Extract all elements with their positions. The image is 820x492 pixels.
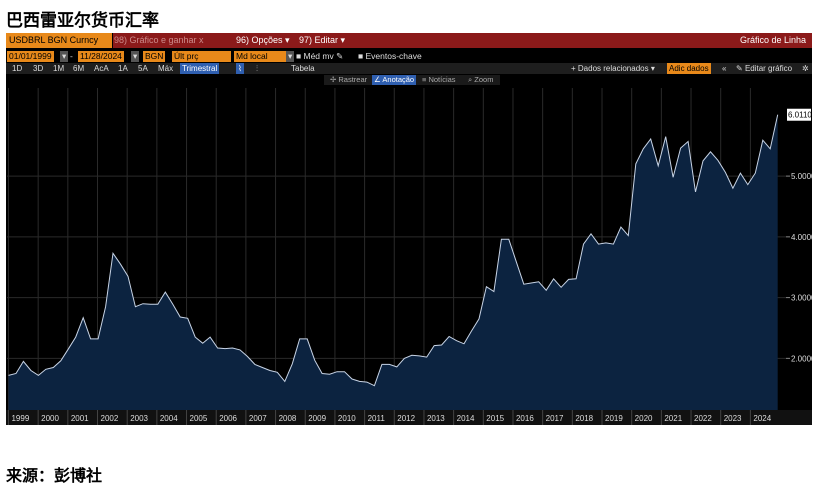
x-tick-label: 2003: [130, 414, 148, 423]
y-tick-label: 4.0000: [791, 233, 812, 242]
x-tick-label: 2015: [486, 414, 504, 423]
x-tick-label: 2000: [41, 414, 59, 423]
period-6m[interactable]: 6M: [73, 64, 85, 73]
x-tick-label: 2023: [724, 414, 742, 423]
page-title: 巴西雷亚尔货币汇率: [6, 11, 159, 31]
last-value-label: 6.0110: [788, 111, 812, 120]
chart-type-label: Gráfico de Linha: [739, 35, 806, 45]
frequency-select[interactable]: Trimestral: [180, 63, 220, 74]
period-max[interactable]: Máx: [158, 64, 174, 73]
x-tick-label: 2016: [516, 414, 534, 423]
start-date-field[interactable]: 01/01/1999: [7, 51, 54, 62]
x-tick-label: 2018: [575, 414, 593, 423]
table-toggle[interactable]: Tabela: [291, 64, 315, 73]
x-tick-label: 2024: [753, 414, 771, 423]
last-value-box: [787, 108, 811, 121]
y-tick-label: 3.0000: [791, 294, 812, 303]
x-tick-label: 2022: [694, 414, 712, 423]
bloomberg-terminal: USDBRL BGN Curncy 98) Gráfico e ganhar x…: [6, 33, 812, 425]
x-axis-band: [6, 410, 812, 425]
x-tick-label: 2014: [457, 414, 475, 423]
annotation-tool-label: Anotação: [382, 75, 415, 84]
series-line: [8, 114, 779, 387]
line-chart[interactable]: 1999 2000 2001 2002 2003 2004 2005 2006 2007 2008…: [6, 33, 812, 425]
x-tick-label: 2013: [427, 414, 445, 423]
x-tick-label: 2006: [219, 414, 237, 423]
period-bar: 1D 3D 1M 6M AcA 1A 5A Máx Trimestral ⌇ ⫶…: [6, 63, 812, 74]
x-tick-label: 2002: [101, 414, 119, 423]
calendar-icon[interactable]: ▾: [60, 51, 69, 62]
x-tick-label: 2008: [279, 414, 297, 423]
track-tool-label: Rastrear: [338, 75, 368, 84]
parameter-bar: 01/01/1999 ▾ - 11/28/2024 ▾ BGN Últ prç …: [6, 50, 812, 63]
line-chart-icon[interactable]: ⌇: [236, 63, 244, 74]
edit-chart-button[interactable]: ✎ Editar gráfico: [736, 64, 793, 73]
x-tick-label: 2020: [635, 414, 653, 423]
moving-average-label: Méd mv: [303, 51, 334, 61]
source-note: 来源：彭博社: [6, 466, 103, 485]
options-menu[interactable]: 96) Opções ▾: [236, 35, 290, 45]
period-1d[interactable]: 1D: [12, 64, 23, 73]
series-area: [8, 114, 778, 410]
x-tick-label: 2021: [664, 414, 682, 423]
x-tick-label: 2009: [308, 414, 326, 423]
end-date-field[interactable]: 11/28/2024: [78, 51, 124, 62]
period-1m[interactable]: 1M: [53, 64, 65, 73]
edit-chart-label: Editar gráfico: [744, 64, 793, 73]
command-bar: USDBRL BGN Curncy 98) Gráfico e ganhar x…: [6, 33, 812, 48]
ticker-field[interactable]: USDBRL BGN Curncy: [6, 33, 113, 48]
x-tick-label: 2004: [160, 414, 178, 423]
x-tick-label: 2001: [71, 414, 89, 423]
price-field[interactable]: Últ prç: [172, 51, 231, 62]
x-tick-label: 2019: [605, 414, 623, 423]
dropdown-arrow-icon[interactable]: ▾: [286, 51, 295, 62]
edit-menu[interactable]: 97) Editar ▾: [299, 35, 346, 45]
track-tool[interactable]: ✢ Rastrear: [330, 75, 368, 84]
x-tick-label: 2011: [368, 414, 386, 423]
x-tick-label: 1999: [11, 414, 29, 423]
zoom-tool[interactable]: ⌕ Zoom: [468, 75, 494, 84]
x-tick-label: 2005: [190, 414, 208, 423]
bar-chart-icon[interactable]: ⫶: [256, 64, 258, 73]
x-tick-label: 2007: [249, 414, 267, 423]
related-data-menu[interactable]: + Dados relacionados ▾: [571, 64, 655, 73]
gear-icon[interactable]: ✲: [802, 64, 809, 73]
x-tick-label: 2012: [397, 414, 415, 423]
news-tool-label: Notícias: [428, 75, 456, 84]
period-ytd[interactable]: AcA: [94, 64, 109, 73]
chart-tools-bar: ✢ Rastrear ∠ Anotação ≡ Notícias ⌕ Zoom: [324, 75, 500, 85]
chart-hint: 98) Gráfico e ganhar x: [114, 35, 204, 45]
y-tick-label: 2.0000: [791, 354, 812, 363]
key-events-checkbox[interactable]: ■ Eventos-chave: [358, 51, 422, 61]
x-tick-label: 2017: [546, 414, 564, 423]
source-field[interactable]: BGN: [143, 51, 166, 62]
period-3d[interactable]: 3D: [33, 64, 44, 73]
currency-field[interactable]: Md local: [234, 51, 288, 62]
collapse-icon[interactable]: «: [722, 64, 727, 73]
add-data-button[interactable]: Adic dados: [667, 63, 711, 74]
annotation-tool[interactable]: ∠ Anotação: [372, 75, 417, 85]
date-separator: -: [70, 51, 73, 61]
key-events-label: Eventos-chave: [365, 51, 422, 61]
period-5a[interactable]: 5A: [138, 64, 148, 73]
moving-average-checkbox[interactable]: ■ Méd mv ✎: [296, 51, 344, 61]
calendar-icon[interactable]: ▾: [131, 51, 140, 62]
news-tool[interactable]: ≡ Notícias: [422, 75, 456, 84]
y-tick-label: 5.0000: [791, 172, 812, 181]
x-tick-label: 2010: [338, 414, 356, 423]
zoom-tool-label: Zoom: [474, 75, 494, 84]
period-1a[interactable]: 1A: [118, 64, 128, 73]
